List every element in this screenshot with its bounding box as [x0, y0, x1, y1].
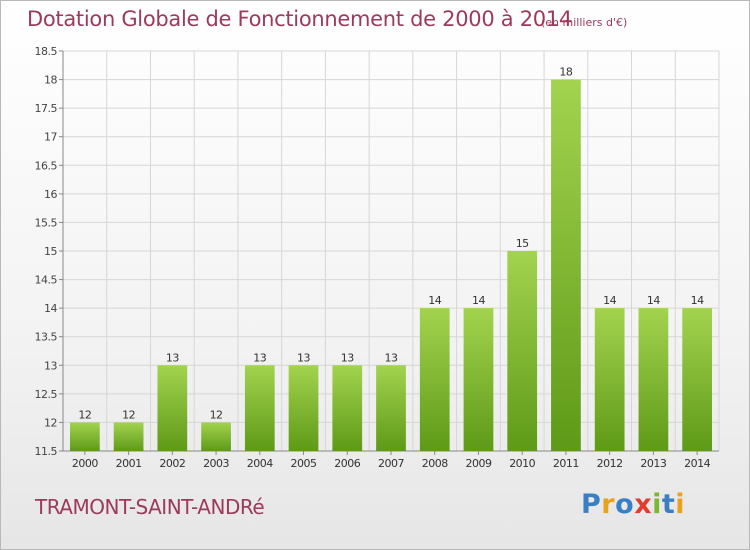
- bar: [419, 308, 450, 451]
- proxiti-logo: Proxiti: [581, 489, 685, 520]
- data-label: 13: [166, 351, 179, 364]
- logo-letter: i: [652, 489, 662, 520]
- data-label: 14: [428, 294, 441, 307]
- bar: [157, 365, 188, 451]
- y-tick-label: 11.5: [35, 445, 58, 458]
- x-tick-label: 2008: [422, 457, 448, 470]
- x-tick-label: 2003: [203, 457, 229, 470]
- logo-letter: x: [634, 489, 653, 520]
- bar: [376, 365, 406, 451]
- data-label: 14: [472, 294, 485, 307]
- x-tick-label: 2005: [291, 457, 317, 470]
- x-tick-label: 2007: [378, 457, 404, 470]
- bar: [113, 422, 144, 451]
- data-label: 13: [297, 351, 310, 364]
- x-tick-label: 2012: [597, 457, 623, 470]
- y-tick-label: 17: [44, 131, 57, 144]
- commune-name: TRAMONT-SAINT-ANDRé: [35, 495, 265, 519]
- y-tick-label: 18: [44, 74, 57, 87]
- y-tick-label: 16: [44, 188, 57, 201]
- bar: [288, 365, 319, 451]
- bar: [594, 308, 625, 451]
- x-tick-label: 2014: [684, 457, 710, 470]
- x-tick-label: 2000: [72, 457, 98, 470]
- x-tick-label: 2010: [509, 457, 535, 470]
- data-label: 13: [341, 351, 354, 364]
- y-tick-label: 14.5: [35, 274, 58, 287]
- data-label: 14: [647, 294, 660, 307]
- y-tick-label: 15.5: [35, 216, 58, 229]
- y-tick-label: 12: [44, 416, 57, 429]
- bar: [551, 79, 581, 452]
- logo-letter: t: [661, 489, 676, 520]
- y-tick-label: 17.5: [35, 102, 58, 115]
- logo-letter: o: [615, 489, 635, 520]
- data-label: 12: [210, 408, 223, 421]
- x-tick-label: 2011: [553, 457, 579, 470]
- y-tick-label: 13.5: [35, 331, 58, 344]
- x-tick-label: 2001: [116, 457, 142, 470]
- y-tick-label: 18.5: [35, 45, 58, 58]
- x-tick-label: 2006: [334, 457, 360, 470]
- data-label: 14: [691, 294, 704, 307]
- bar: [463, 308, 494, 451]
- data-label: 12: [122, 408, 135, 421]
- logo-letter: i: [675, 489, 686, 520]
- chart-title: Dotation Globale de Fonctionnement de 20…: [27, 7, 572, 31]
- bar: [682, 308, 713, 451]
- data-label: 12: [78, 408, 91, 421]
- bar: [244, 365, 275, 451]
- data-label: 14: [603, 294, 616, 307]
- x-tick-label: 2013: [640, 457, 666, 470]
- unit-label: (en milliers d'€): [541, 16, 628, 29]
- bar: [201, 422, 231, 451]
- y-tick-label: 14: [44, 302, 57, 315]
- bars: [69, 79, 713, 452]
- y-tick-label: 15: [44, 245, 57, 258]
- bar: [507, 251, 538, 451]
- labels: 11.5 12 12.5 13 13.5 14 14.5 15 15.5 16 16.5 17 17.5…: [35, 45, 712, 470]
- data-label: 18: [559, 66, 572, 79]
- logo-letter: P: [581, 489, 602, 520]
- y-tick-label: 13: [44, 359, 57, 372]
- x-tick-label: 2004: [247, 457, 273, 470]
- y-tick-label: 16.5: [35, 159, 58, 172]
- data-label: 15: [516, 237, 529, 250]
- bar: [332, 365, 363, 451]
- bar: [638, 308, 669, 451]
- logo-letter: r: [601, 489, 616, 520]
- data-label: 13: [253, 351, 266, 364]
- data-label: 13: [385, 351, 398, 364]
- x-tick-label: 2009: [465, 457, 491, 470]
- y-tick-label: 12.5: [35, 388, 58, 401]
- bar: [69, 422, 100, 451]
- x-tick-label: 2002: [159, 457, 185, 470]
